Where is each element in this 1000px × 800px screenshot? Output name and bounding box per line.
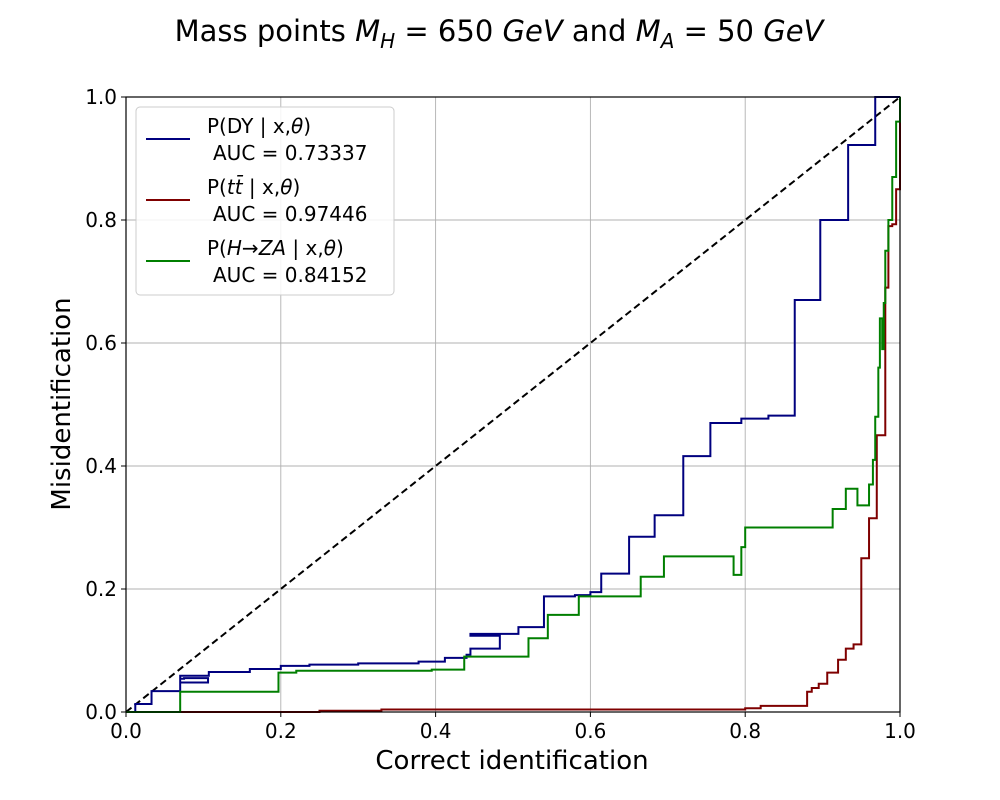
title-part: Mass points	[175, 14, 356, 48]
legend-label: P(DY | x,θ)	[207, 114, 311, 138]
x-tick-label: 0.8	[729, 719, 761, 743]
legend-label-part: θ	[280, 175, 292, 199]
title-part: and	[563, 14, 636, 48]
legend-entry-hza: P(H→ZA | x,θ) AUC = 0.84152	[146, 236, 367, 287]
title-part: GeV	[763, 14, 825, 48]
legend-label-part: θ	[291, 114, 303, 138]
legend-label-part: →	[242, 236, 259, 260]
legend-label-part: )	[303, 114, 311, 138]
title-part: M	[636, 14, 661, 48]
y-axis-title: Misidentification	[47, 297, 77, 510]
roc-curve-hza	[126, 97, 901, 713]
legend-label-part: tt̄	[227, 174, 244, 199]
title-part: M	[355, 14, 380, 48]
legend-label-part: θ	[324, 236, 336, 260]
plot-frame	[125, 96, 901, 713]
legend-entry-ttbar: P(tt̄ | x,θ) AUC = 0.97446	[146, 174, 367, 226]
title-part: GeV	[503, 14, 565, 48]
legend-label-part: P(	[207, 236, 227, 260]
legend-label-part: H	[227, 236, 242, 260]
legend-label-part: ZA	[258, 236, 286, 260]
legend-label-part: )	[292, 175, 300, 199]
legend-entry-dy: P(DY | x,θ) AUC = 0.73337	[146, 114, 367, 165]
legend: P(DY | x,θ) AUC = 0.73337 P(tt̄ | x,θ) A…	[135, 106, 395, 296]
legend-label-part: )	[336, 236, 344, 260]
x-axis-title: Correct identification	[375, 746, 648, 776]
roc-curve-dy	[126, 96, 900, 713]
title-part: H	[380, 29, 395, 53]
axis-ticks: 0.0 0.2 0.4 0.6 0.8 1.0 0.0 0.2 0.4 0.6 0.8 1.0	[85, 85, 916, 743]
title-part: = 650	[395, 14, 502, 48]
legend-label: P(tt̄ | x,θ)	[207, 174, 300, 199]
x-tick-label: 0.4	[420, 719, 452, 743]
legend-label-part: | x,	[286, 236, 324, 260]
legend-box	[135, 106, 395, 296]
x-tick-label: 1.0	[884, 719, 916, 743]
x-tick-label: 0.6	[574, 719, 606, 743]
y-tick-label: 0.6	[85, 331, 117, 355]
x-tick-label: 0.0	[110, 719, 142, 743]
legend-label-part: | x,	[243, 175, 281, 199]
title-part: = 50	[674, 14, 763, 48]
legend-auc: AUC = 0.97446	[213, 202, 367, 226]
x-tick-label: 0.2	[265, 719, 297, 743]
y-tick-label: 0.4	[85, 454, 117, 478]
y-tick-label: 0.8	[85, 208, 117, 232]
legend-label: P(H→ZA | x,θ)	[207, 236, 344, 260]
legend-auc: AUC = 0.73337	[213, 141, 367, 165]
y-tick-label: 1.0	[85, 85, 117, 109]
legend-auc: AUC = 0.84152	[213, 263, 367, 287]
roc-curves	[126, 96, 901, 713]
legend-label-part: P(	[207, 175, 227, 199]
chart-title: Mass points MH = 650 GeV and MA = 50 GeV	[175, 14, 826, 53]
legend-label-part: P(DY | x,	[207, 114, 291, 138]
title-part: A	[659, 29, 675, 53]
y-tick-label: 0.2	[85, 577, 117, 601]
y-tick-label: 0.0	[85, 700, 117, 724]
